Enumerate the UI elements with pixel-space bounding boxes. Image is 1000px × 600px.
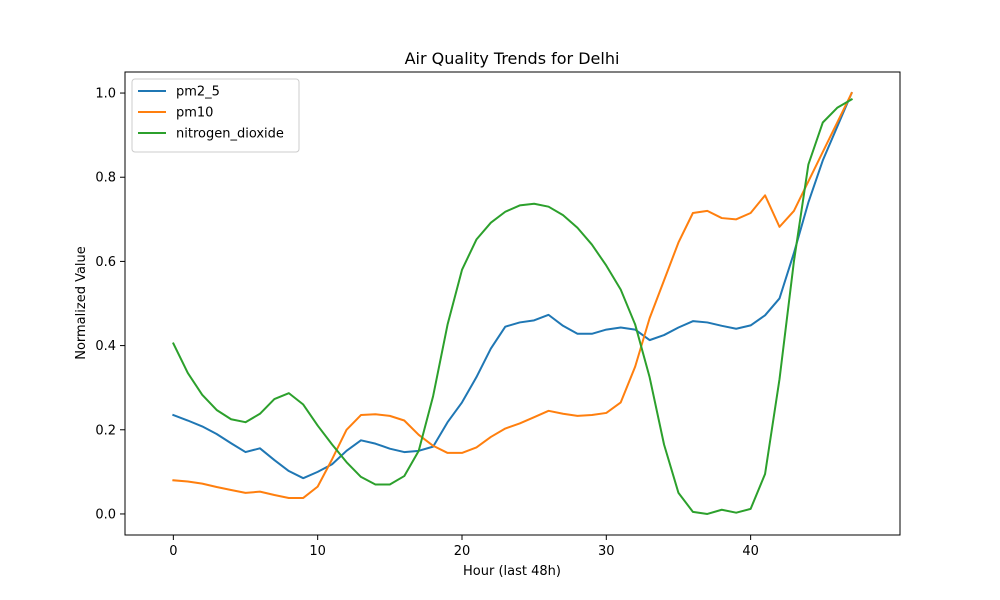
plot-area: 0 10 20 30 40 0.0 0.2 0.4 0.6 0.8 1.0 <box>95 71 901 559</box>
y-tick-label: 1.0 <box>95 87 116 102</box>
legend-label-nitrogen-dioxide: nitrogen_dioxide <box>176 127 284 142</box>
legend-label-pm10: pm10 <box>176 106 213 121</box>
x-axis-label: Hour (last 48h) <box>463 564 561 579</box>
y-tick-label: 0.8 <box>95 171 116 186</box>
legend-box <box>131 78 300 153</box>
legend: pm2_5 pm10 nitrogen_dioxide <box>131 78 300 153</box>
y-tick-label: 0.6 <box>95 255 116 270</box>
y-tick-label: 0.2 <box>95 423 116 438</box>
y-tick-label: 0.0 <box>95 507 116 522</box>
chart-title: Air Quality Trends for Delhi <box>405 49 620 68</box>
x-tick-label: 0 <box>169 544 177 559</box>
axes-frame <box>124 71 901 536</box>
legend-label-pm2-5: pm2_5 <box>176 85 220 100</box>
x-tick-label: 40 <box>742 544 759 559</box>
x-tick-label: 30 <box>598 544 615 559</box>
series-line-pm2-5 <box>172 91 853 480</box>
y-axis-label: Normalized Value <box>74 246 89 360</box>
series-line-pm10 <box>172 91 853 499</box>
x-tick-label: 20 <box>454 544 471 559</box>
y-tick-label: 0.4 <box>95 339 116 354</box>
x-tick-label: 10 <box>309 544 326 559</box>
series-line-nitrogen-dioxide <box>172 97 854 515</box>
